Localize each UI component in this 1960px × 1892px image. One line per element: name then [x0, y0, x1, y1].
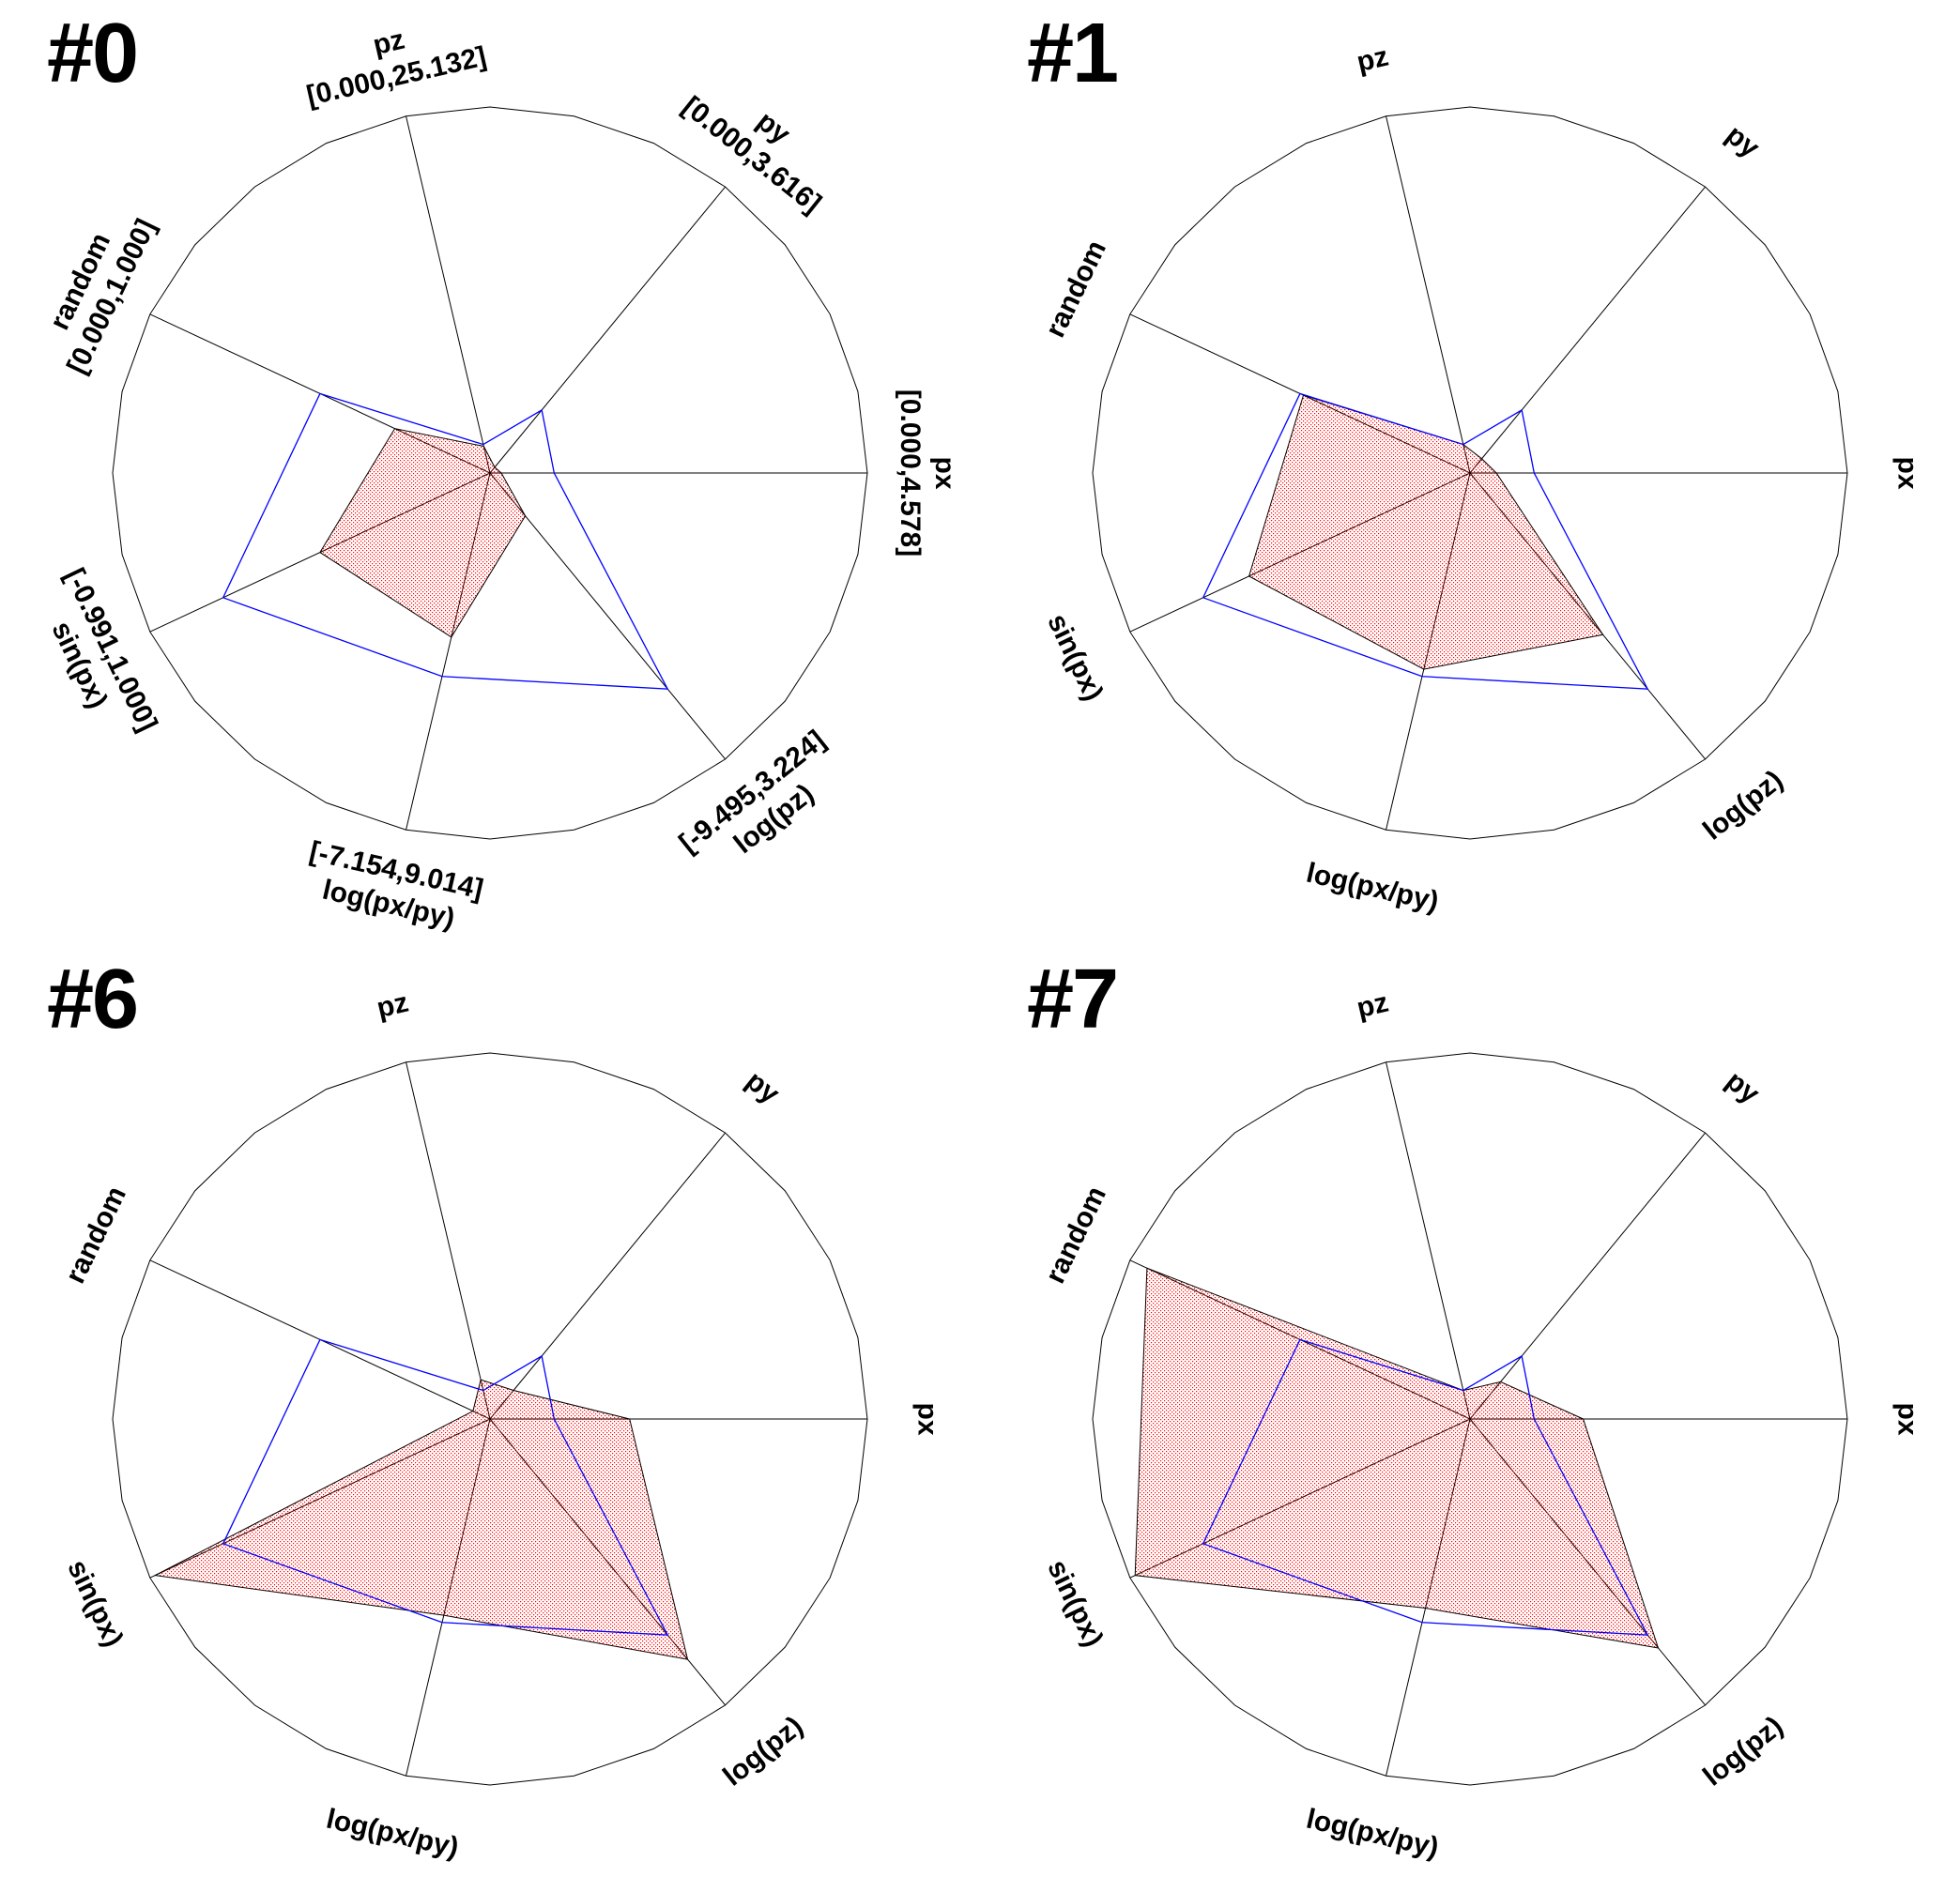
chart-title-0: #0 — [47, 7, 139, 100]
spider-chart-7: px py pz random sin(px) log(px/py) log(pz) — [1040, 987, 1923, 1864]
spider-outer-circle — [1092, 1052, 1848, 1786]
average-polygon — [222, 392, 669, 690]
axis-label-log-px-py: [-7.154,9.014]log(px/py) — [299, 835, 485, 938]
axis-label-px: px — [911, 1402, 942, 1435]
axis-label-random: random — [60, 1182, 132, 1288]
average-polygon — [1202, 1338, 1649, 1636]
axis-label-pz: pz — [1354, 987, 1391, 1025]
axis-label-log-px-py: log(px/py) — [324, 1804, 462, 1864]
spider-cell-6: px py pz random sin(px) log(px/py) log(pz) #6 — [0, 946, 980, 1892]
spider-cell-0: px[0.000,4.578] py[0.000,3.616] pz[0.000,2… — [0, 0, 980, 946]
spider-outer-circle — [1092, 106, 1848, 840]
entry-polygon — [153, 1379, 689, 1660]
axis-line-pz — [1386, 115, 1471, 474]
axis-label-py: py[0.000,3.616] — [677, 64, 849, 220]
axis-line-log-pz — [489, 472, 727, 760]
axis-line-pz — [1386, 1061, 1471, 1420]
axis-label-random: random[0.000,1.000] — [30, 199, 161, 378]
axis-label-px: px — [1891, 456, 1922, 489]
axis-line-py — [489, 1132, 727, 1420]
spider-cell-7: px py pz random sin(px) log(px/py) log(pz) #7 — [980, 946, 1960, 1892]
axis-label-pz: pz — [374, 987, 411, 1025]
spider-outer-circle — [112, 106, 868, 840]
chart-title-6: #6 — [47, 953, 139, 1046]
axis-label-log-pz: log(pz) — [1697, 1711, 1788, 1793]
spider-chart-1: px py pz random sin(px) log(px/py) log(pz) — [1040, 41, 1923, 918]
axis-label-sin-px: sin(px) — [1041, 1555, 1109, 1652]
axis-label-sin-px: sin(px) — [61, 1555, 129, 1652]
axis-label-random: random — [1040, 236, 1112, 342]
axis-label-log-pz: log(pz) — [1697, 765, 1788, 847]
axis-line-py — [1469, 1132, 1707, 1420]
axis-line-py — [489, 186, 727, 474]
axis-label-px: px[0.000,4.578] — [895, 389, 960, 557]
axis-label-log-pz: log(pz) — [717, 1711, 808, 1793]
average-polygon — [1202, 392, 1649, 690]
chart-title-7: #7 — [1027, 953, 1119, 1046]
axis-line-pz — [406, 115, 491, 474]
axis-label-log-pz: [-9.495,3.224]log(pz) — [674, 725, 853, 886]
axis-label-px: px — [1891, 1402, 1922, 1435]
average-polygon — [222, 1338, 669, 1636]
axis-label-pz: pz[0.000,25.132] — [296, 8, 489, 113]
axis-label-sin-px: sin(px) — [1041, 609, 1109, 706]
spider-cell-1: px py pz random sin(px) log(px/py) log(pz) #1 — [980, 0, 1960, 946]
axis-label-py: py — [1720, 119, 1765, 164]
spider-outer-circle — [112, 1052, 868, 1786]
entry-polygon — [1134, 1267, 1660, 1649]
spider-chart-0: px[0.000,4.578] py[0.000,3.616] pz[0.000,2… — [27, 8, 960, 938]
entry-polygon — [1248, 394, 1604, 670]
spider-chart-6: px py pz random sin(px) log(px/py) log(pz) — [60, 987, 943, 1864]
axis-label-py: py — [1720, 1065, 1765, 1110]
axis-label-sin-px: [-0.991,1.000]sin(px) — [27, 563, 163, 751]
axis-label-log-px-py: log(px/py) — [1304, 858, 1442, 918]
axis-label-log-px-py: log(px/py) — [1304, 1804, 1442, 1864]
entry-polygon — [319, 428, 527, 638]
axis-label-py: py — [740, 1065, 785, 1110]
axis-label-pz: pz — [1354, 41, 1391, 79]
axis-line-pz — [406, 1061, 491, 1420]
axis-line-py — [1469, 186, 1707, 474]
chart-title-1: #1 — [1027, 7, 1119, 100]
axis-label-random: random — [1040, 1182, 1112, 1288]
